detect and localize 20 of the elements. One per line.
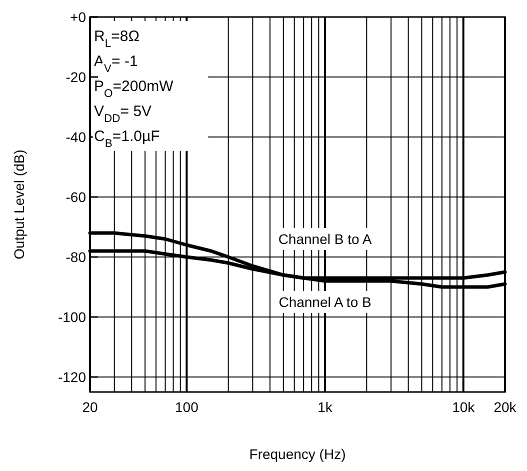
series-label: Channel B to A	[278, 230, 372, 247]
y-tick-label: +0	[70, 8, 86, 25]
annotation: P$_{O}$=200mW	[94, 78, 174, 100]
x-tick-label: 10k	[452, 399, 476, 415]
x-tick-label: 1k	[318, 399, 334, 415]
annotation: C$_{B}$=1.0µF	[94, 128, 160, 150]
series-label: Channel A to B	[278, 294, 372, 310]
y-tick-label: -40	[66, 128, 86, 145]
x-tick-label: 100	[175, 399, 199, 415]
x-tick-label: 20	[82, 399, 98, 415]
x-tick-label: 20k	[494, 399, 518, 415]
y-tick-label: -20	[66, 68, 86, 85]
annotation: V$_{DD}$= 5V	[94, 103, 152, 125]
y-axis-title: Output Level (dB)	[11, 150, 27, 260]
y-tick-label: -120	[58, 368, 86, 385]
y-tick-label: -80	[66, 248, 86, 265]
x-axis-title: Frequency (Hz)	[249, 446, 346, 462]
annotation: R$_{L}$=8Ω	[94, 28, 140, 50]
y-tick-label: -100	[58, 308, 86, 325]
y-tick-label: -60	[66, 188, 86, 205]
